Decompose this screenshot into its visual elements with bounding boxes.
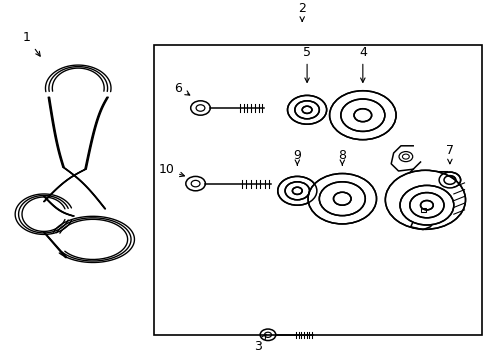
Text: 8: 8 [338, 149, 346, 165]
Circle shape [340, 99, 384, 131]
Text: 7: 7 [445, 144, 453, 164]
Text: 10: 10 [158, 163, 184, 177]
Circle shape [302, 106, 311, 113]
Circle shape [292, 187, 302, 194]
Circle shape [385, 170, 465, 229]
Circle shape [285, 182, 309, 200]
Circle shape [399, 185, 453, 225]
Circle shape [329, 91, 395, 140]
Bar [154, 45, 481, 335]
Text: 9: 9 [293, 149, 301, 165]
Text: 3: 3 [254, 334, 265, 353]
Circle shape [287, 95, 326, 124]
Circle shape [333, 192, 350, 205]
Circle shape [353, 109, 371, 122]
Bar [420, 208, 426, 212]
Text: 4: 4 [358, 46, 366, 82]
Text: 1: 1 [23, 31, 40, 56]
Circle shape [438, 172, 460, 188]
Text: 6: 6 [174, 82, 189, 95]
Circle shape [294, 101, 319, 119]
Circle shape [307, 174, 376, 224]
Circle shape [409, 193, 443, 218]
Circle shape [420, 201, 432, 210]
Circle shape [319, 182, 365, 216]
Circle shape [277, 176, 316, 205]
Circle shape [398, 152, 412, 162]
Circle shape [443, 176, 455, 184]
Text: 2: 2 [298, 3, 305, 22]
Text: 5: 5 [303, 46, 310, 82]
